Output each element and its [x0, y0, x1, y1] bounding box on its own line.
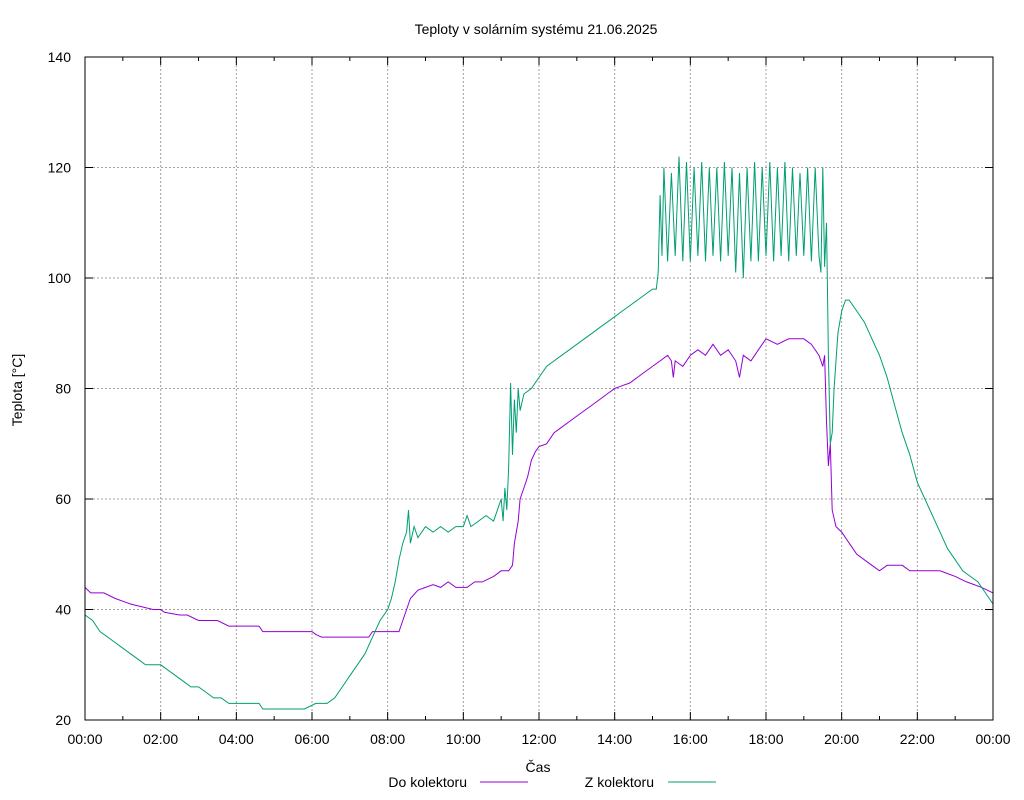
legend: Do kolektoru Z kolektoru — [388, 774, 716, 790]
x-axis-label: Čas — [526, 759, 551, 775]
y-tick-label: 80 — [55, 381, 71, 397]
x-tick-label: 22:00 — [900, 731, 935, 747]
x-tick-label: 06:00 — [294, 731, 329, 747]
x-tick-label: 00:00 — [975, 731, 1010, 747]
series-line-z-kolektoru — [84, 156, 994, 710]
x-tick-label: 20:00 — [824, 731, 859, 747]
x-tick-label: 14:00 — [597, 731, 632, 747]
y-tick-label: 100 — [48, 270, 72, 286]
series-layer — [84, 156, 994, 710]
y-tick-label: 140 — [48, 49, 72, 65]
x-tick-label: 12:00 — [521, 731, 556, 747]
x-tick-label: 10:00 — [446, 731, 481, 747]
x-tick-label: 02:00 — [143, 731, 178, 747]
y-tick-label: 60 — [55, 491, 71, 507]
series-line-do-kolektoru — [84, 338, 994, 638]
chart-title: Teploty v solárním systému 21.06.2025 — [415, 21, 658, 37]
y-tick-label: 40 — [55, 602, 71, 618]
y-tick-label: 120 — [48, 160, 72, 176]
x-tick-label: 04:00 — [219, 731, 254, 747]
tick-labels: 00:00 02:00 04:00 06:00 08:00 10:00 12:00 14:00… — [48, 49, 1011, 747]
x-tick-label: 18:00 — [748, 731, 783, 747]
x-tick-label: 16:00 — [673, 731, 708, 747]
x-tick-label: 08:00 — [370, 731, 405, 747]
legend-label-z-kolektoru: Z kolektoru — [585, 774, 654, 790]
legend-label-do-kolektoru: Do kolektoru — [388, 774, 467, 790]
ticks — [84, 56, 994, 721]
y-tick-label: 20 — [55, 712, 71, 728]
y-axis-label: Teplota [°C] — [9, 354, 25, 427]
x-tick-label: 00:00 — [67, 731, 102, 747]
